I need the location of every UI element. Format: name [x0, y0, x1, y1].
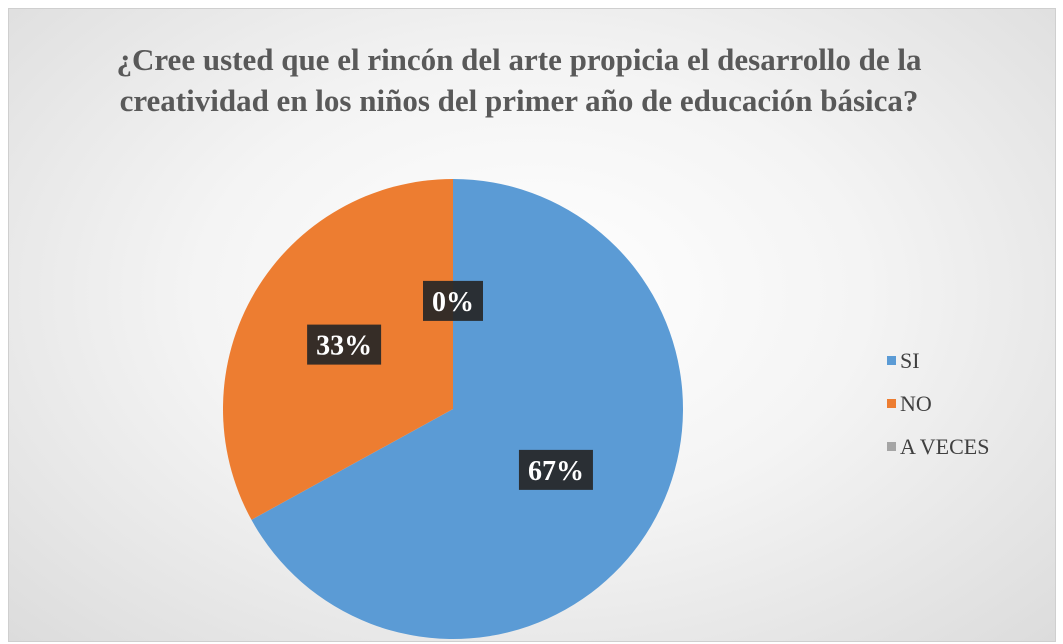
legend: SI NO A VECES — [887, 339, 1055, 468]
legend-item-si: SI — [887, 339, 1055, 382]
legend-label-no: NO — [900, 390, 932, 416]
svg-text:0%: 0% — [432, 287, 474, 318]
data-label-no: 33% — [307, 324, 382, 365]
svg-text:33%: 33% — [316, 331, 372, 362]
chart-title: ¿Cree usted que el rincón del arte propi… — [116, 42, 922, 118]
pie-slice-si — [251, 179, 683, 639]
legend-label-si: SI — [900, 347, 920, 373]
legend-swatch-si — [887, 356, 896, 365]
legend-item-a-veces: A VECES — [887, 425, 1055, 468]
svg-text:67%: 67% — [528, 456, 584, 487]
legend-swatch-a-veces — [887, 442, 896, 451]
legend-label-a-veces: A VECES — [900, 433, 990, 459]
data-label-a-veces: 0% — [423, 280, 483, 321]
pie-chart: 67% 33% 0% — [222, 179, 683, 639]
chart-area: ¿Cree usted que el rincón del arte propi… — [8, 8, 1056, 642]
legend-item-no: NO — [887, 382, 1055, 425]
legend-swatch-no — [887, 399, 896, 408]
data-label-si: 67% — [518, 449, 593, 490]
